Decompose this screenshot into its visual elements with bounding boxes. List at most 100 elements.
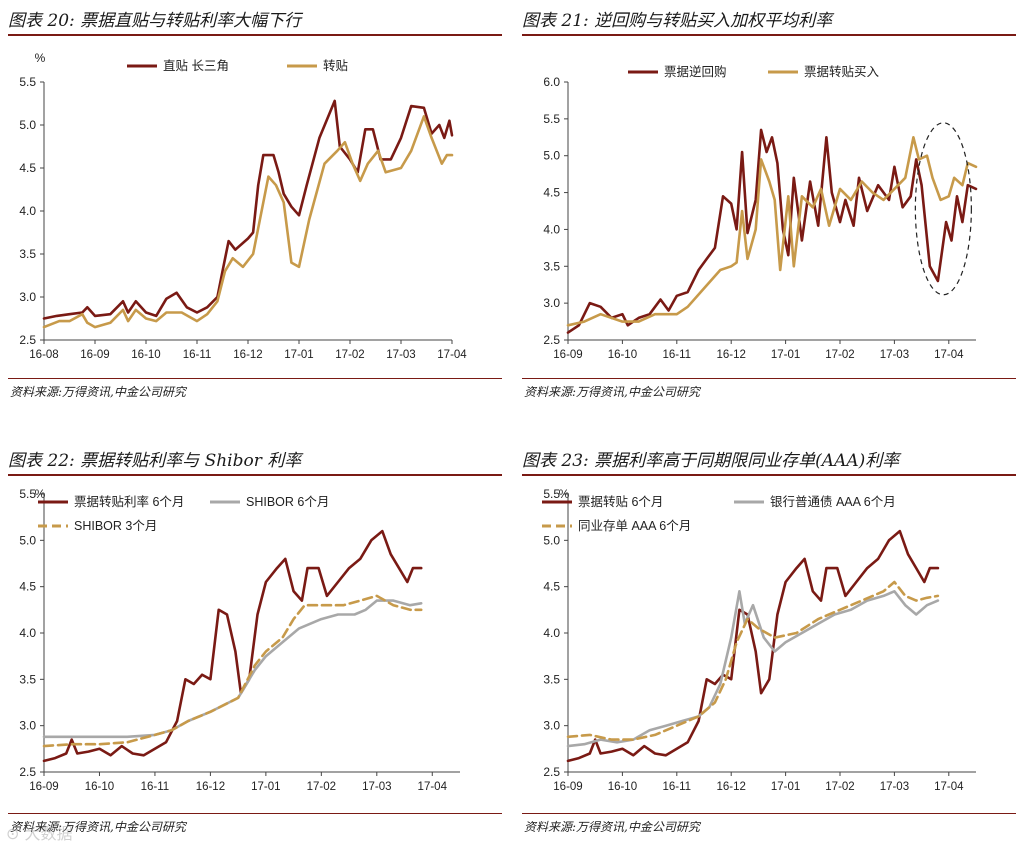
x-tick-label: 17-01 [251,781,280,793]
x-tick-label: 17-03 [362,781,391,793]
title-rule [8,34,502,36]
x-tick-label: 17-01 [284,349,313,361]
unit-label: % [559,487,570,501]
y-tick-label: 5.5 [543,112,560,126]
unit-label: % [35,51,46,65]
title-rule [522,474,1016,476]
x-tick-label: 16-10 [608,349,637,361]
x-tick-label: 16-12 [233,349,262,361]
chart-title: 图表 20: 票据直贴与转贴利率大幅下行 [8,11,302,31]
x-tick-label: 16-12 [716,349,745,361]
x-tick-label: 17-03 [386,349,415,361]
x-tick-label: 17-04 [934,781,964,793]
y-tick-label: 3.5 [543,259,560,273]
x-tick-label: 16-12 [196,781,225,793]
legend-label: 银行普通债 AAA 6个月 [770,495,896,509]
x-tick-label: 16-09 [80,349,109,361]
y-tick-label: 3.5 [543,672,560,686]
x-tick-label: 17-02 [335,349,364,361]
x-tick-label: 17-03 [880,781,909,793]
chart-title: 图表 22: 票据转贴利率与 Shibor 利率 [8,451,302,471]
source-rule [522,813,1016,814]
source-note: 资料来源:万得资讯,中金公司研究 [10,820,186,834]
x-tick-label: 17-02 [825,781,854,793]
y-tick-label: 3.5 [19,247,36,261]
chart-20: 2.5 3.0 3.5 4.0 4.5 5.0 5.5 16-08 16-09 16-10 16-1… [19,51,467,361]
source-rule [522,378,1016,379]
legend-label: SHIBOR 6个月 [246,495,329,509]
source-note: 资料来源:万得资讯,中金公司研究 [524,820,700,834]
x-tick-label: 17-02 [825,349,854,361]
unit-label: % [35,487,46,501]
x-tick-label: 16-09 [553,781,582,793]
chart-22: 2.5 3.0 3.5 4.0 4.5 5.0 5.5 16-09 16-10 16-11 16-1… [19,487,460,793]
series-line [42,599,423,739]
y-tick-label: 4.0 [19,626,36,640]
legend-label: 票据转贴买入 [804,64,880,79]
y-tick-label: 5.5 [543,487,560,501]
x-tick-label: 16-08 [29,349,58,361]
x-tick-label: 16-10 [131,349,160,361]
y-tick-label: 5.0 [543,533,560,547]
legend-label: 同业存单 AAA 6个月 [578,519,691,533]
chart-23: 2.5 3.0 3.5 4.0 4.5 5.0 5.5 16-09 16-10 16-11 16-1… [542,487,976,793]
y-tick-label: 5.0 [19,118,36,132]
y-tick-label: 6.0 [543,75,560,89]
legend-label: 票据转贴利率 6个月 [74,494,184,509]
title-rule [8,474,502,476]
y-tick-label: 4.5 [543,580,560,594]
highlight-ellipse [914,122,972,296]
y-tick-label: 5.0 [543,149,560,163]
y-tick-label: 2.5 [19,765,36,779]
y-tick-label: 5.5 [19,487,36,501]
x-tick-label: 17-04 [418,781,448,793]
y-tick-label: 3.0 [19,719,36,733]
y-tick-label: 4.0 [543,626,560,640]
chart-title: 图表 23: 票据利率高于同期限同业存单(AAA)利率 [522,451,900,471]
series-line [566,529,940,763]
source-note: 资料来源:万得资讯,中金公司研究 [524,385,700,399]
y-tick-label: 3.5 [19,672,36,686]
x-tick-label: 16-11 [663,349,692,361]
chart-21: 2.5 3.0 3.5 4.0 4.5 5.0 5.5 6.0 16-09 16-10 16-11 1… [543,64,978,361]
y-tick-label: 4.5 [543,186,560,200]
y-tick-label: 3.0 [543,719,560,733]
legend-label: 票据转贴 6个月 [578,494,663,509]
y-tick-label: 4.0 [19,204,36,218]
source-rule [8,378,502,379]
y-tick-label: 3.0 [19,290,36,304]
legend-label: 票据逆回购 [664,64,727,79]
chart-title: 图表 21: 逆回购与转贴买入加权平均利率 [522,11,833,31]
y-tick-label: 4.5 [19,161,36,175]
y-tick-label: 4.0 [543,222,560,236]
x-tick-label: 16-09 [553,349,582,361]
series-line [566,590,940,748]
series-line [42,99,454,320]
title-rule [522,34,1016,36]
x-tick-label: 16-11 [141,781,170,793]
x-tick-label: 16-11 [663,781,692,793]
y-tick-label: 5.5 [19,75,36,89]
x-tick-label: 17-02 [307,781,336,793]
series-line [566,128,978,334]
x-tick-label: 16-10 [85,781,114,793]
series-line [42,594,423,748]
x-tick-label: 16-10 [608,781,637,793]
series-line [42,115,454,329]
source-note: 资料来源:万得资讯,中金公司研究 [10,385,186,399]
series-line [42,529,423,763]
x-tick-label: 16-09 [29,781,58,793]
series-line [566,580,940,741]
x-tick-label: 17-04 [437,349,467,361]
y-tick-label: 2.5 [543,333,560,347]
y-tick-label: 4.5 [19,580,36,594]
x-tick-label: 17-01 [771,349,800,361]
source-rule [8,813,502,814]
x-tick-label: 17-04 [934,349,964,361]
y-tick-label: 2.5 [543,765,560,779]
y-tick-label: 3.0 [543,296,560,310]
legend-label: 转贴 [323,58,348,73]
watermark: ⊙ 大数据 [6,824,73,843]
x-tick-label: 17-01 [771,781,800,793]
y-tick-label: 5.0 [19,533,36,547]
